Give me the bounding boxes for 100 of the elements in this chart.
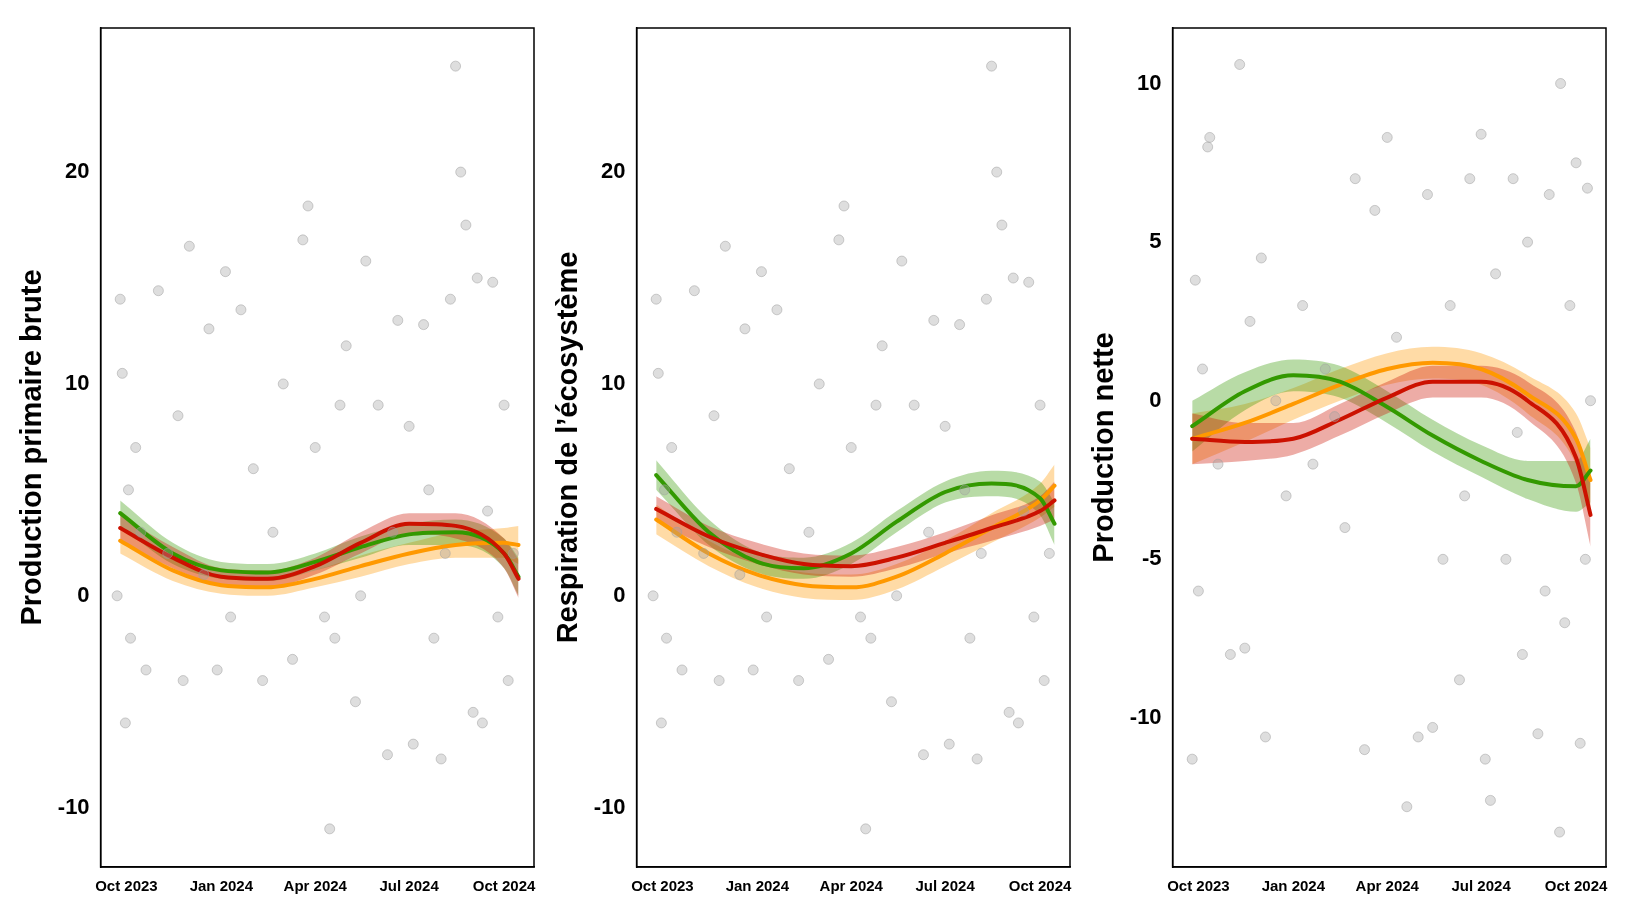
point (1559, 617, 1571, 629)
y-tick-label: 10 (601, 370, 626, 395)
point (1381, 131, 1393, 143)
point (423, 484, 435, 496)
point (755, 266, 767, 278)
point (319, 611, 331, 623)
point (135, 526, 147, 538)
point (1539, 585, 1551, 597)
x-tick-label: Jul 2024 (1451, 877, 1512, 895)
point (119, 717, 131, 729)
x-tick-label: Oct 2024 (472, 877, 536, 895)
point (734, 569, 746, 581)
point (381, 749, 393, 761)
point (1349, 173, 1361, 185)
point (257, 675, 269, 687)
point (939, 420, 951, 432)
point (1532, 728, 1544, 740)
point (1204, 131, 1216, 143)
y-axis-title: Production nette (1087, 332, 1120, 563)
point (708, 410, 720, 422)
point (1579, 553, 1591, 565)
point (1189, 274, 1201, 286)
point (1464, 173, 1476, 185)
point (302, 200, 314, 212)
point (502, 675, 514, 687)
y-tick-label: 5 (1149, 228, 1162, 254)
y-tick-label: -10 (593, 793, 626, 819)
point (372, 399, 384, 411)
point (130, 442, 142, 453)
point (1244, 315, 1256, 327)
point (360, 255, 372, 267)
point (267, 526, 279, 538)
y-tick-label: 0 (613, 581, 626, 607)
point (838, 200, 850, 212)
point (1555, 78, 1567, 90)
point (943, 738, 955, 750)
point (971, 753, 983, 765)
x-tick-label: Jul 2024 (915, 877, 976, 895)
point (349, 696, 361, 708)
point (761, 611, 773, 623)
point (658, 484, 670, 496)
point (885, 696, 897, 708)
point (1437, 553, 1449, 565)
point (287, 653, 299, 665)
point (1522, 236, 1534, 248)
point (203, 323, 215, 335)
point (1479, 753, 1491, 765)
point (277, 378, 289, 390)
point (1511, 426, 1523, 438)
point (1202, 141, 1214, 153)
point (959, 484, 971, 496)
x-tick-label: Jan 2024 (1261, 877, 1326, 895)
point (498, 399, 510, 411)
point (928, 314, 940, 326)
point (719, 240, 731, 252)
point (870, 399, 882, 411)
point (908, 399, 920, 411)
x-tick-label: Oct 2023 (1167, 877, 1230, 895)
point (460, 219, 472, 231)
point (1234, 58, 1246, 70)
point (471, 272, 483, 284)
y-tick-label: 20 (65, 158, 90, 184)
point (122, 484, 134, 496)
point (1297, 300, 1309, 312)
point (1192, 585, 1204, 597)
point (1427, 721, 1439, 733)
y-tick-label: 10 (65, 370, 90, 395)
point (235, 304, 247, 316)
point (1507, 173, 1519, 185)
x-tick-label: Apr 2024 (819, 877, 884, 895)
point (1186, 753, 1198, 765)
point (428, 632, 440, 644)
x-tick-label: Oct 2023 (95, 877, 158, 895)
point (1412, 731, 1424, 743)
point (1421, 189, 1433, 201)
point (1554, 826, 1566, 838)
point (435, 753, 447, 765)
point (1007, 272, 1019, 284)
point (986, 60, 998, 72)
point (407, 738, 419, 750)
point (1259, 731, 1271, 743)
point (1484, 794, 1496, 806)
line-series (118, 538, 521, 590)
point (647, 590, 659, 602)
point (996, 219, 1008, 231)
point (140, 664, 152, 676)
line-series (1190, 379, 1593, 517)
point (676, 664, 688, 676)
point (833, 234, 845, 246)
y-tick-label: -10 (1129, 703, 1162, 729)
point (813, 378, 825, 390)
point (739, 323, 751, 335)
point (111, 590, 123, 602)
point (896, 255, 908, 267)
point (1038, 675, 1050, 687)
line-series (654, 498, 1057, 569)
point (1034, 399, 1046, 411)
point (1270, 395, 1282, 407)
point (329, 632, 341, 644)
y-tick-label: 0 (77, 581, 90, 607)
